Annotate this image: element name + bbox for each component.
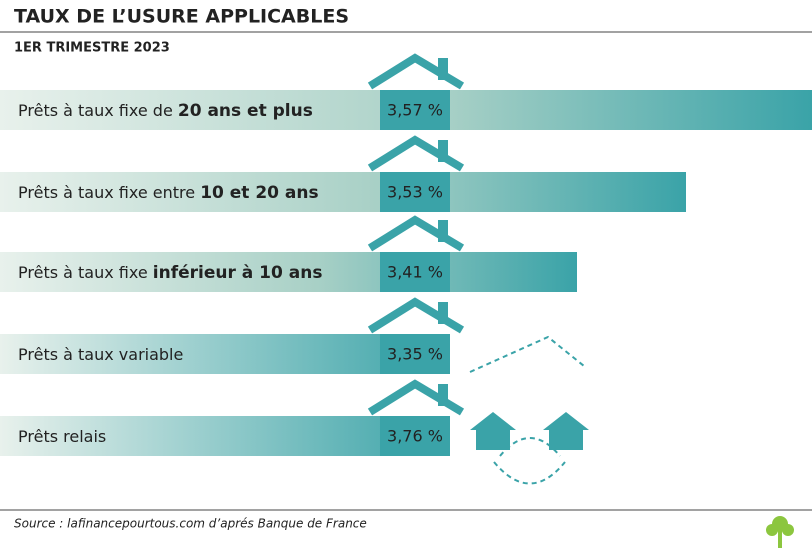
row-label-part: Prêts à taux variable <box>18 345 183 364</box>
row-bar <box>0 252 577 292</box>
row-bar <box>0 416 450 456</box>
row: Prêts à taux fixe inférieur à 10 ans 3,41… <box>0 215 577 292</box>
row-label-bold: 10 et 20 ans <box>200 183 318 203</box>
row: Prêts à taux fixe de 20 ans et plus 3,57 … <box>0 53 812 130</box>
row-rate: 3,53 % <box>387 183 443 202</box>
house-roof <box>367 135 465 172</box>
row: Prêts relais 3,76 % <box>0 379 465 456</box>
house-roof <box>367 379 465 416</box>
row-bar <box>0 172 686 212</box>
row: Prêts à taux variable 3,35 % <box>0 297 465 374</box>
house-body <box>380 172 450 212</box>
house-body <box>380 334 450 374</box>
row-label: Prêts à taux fixe entre 10 et 20 ans <box>18 183 319 204</box>
house-chimney <box>438 58 448 80</box>
source: Source : lafinancepourtous.com d’aprés B… <box>14 517 367 531</box>
house-body <box>380 90 450 130</box>
house-chimney <box>438 302 448 324</box>
row-rate: 3,41 % <box>387 263 443 282</box>
row-rate: 3,57 % <box>387 101 443 120</box>
row-label-part: Prêts à taux fixe de <box>18 101 178 120</box>
rows: Prêts à taux fixe de 20 ans et plus 3,57 … <box>0 53 812 456</box>
row-rate: 3,76 % <box>387 427 443 446</box>
row-label-part: Prêts relais <box>18 427 106 446</box>
row-label-bold: 20 ans et plus <box>178 101 313 121</box>
logo <box>766 516 794 548</box>
house-chimney <box>438 140 448 162</box>
house-roof <box>367 215 465 252</box>
row-label-bold: inférieur à 10 ans <box>153 263 323 283</box>
house-body <box>380 252 450 292</box>
subtitle: 1ER TRIMESTRE 2023 <box>14 41 170 56</box>
house-chimney <box>438 220 448 242</box>
house-body <box>380 416 450 456</box>
title: TAUX DE L’USURE APPLICABLES <box>14 6 349 28</box>
house-roof <box>367 297 465 334</box>
row: Prêts à taux fixe entre 10 et 20 ans 3,53… <box>0 135 686 212</box>
row-label: Prêts à taux fixe de 20 ans et plus <box>18 101 313 122</box>
row-label: Prêts à taux fixe inférieur à 10 ans <box>18 263 322 284</box>
row-label-part: Prêts à taux fixe entre <box>18 183 200 202</box>
house-roof <box>367 53 465 90</box>
mini-houses <box>470 412 589 450</box>
row-rate: 3,35 % <box>387 345 443 364</box>
house-chimney <box>438 384 448 406</box>
decoration <box>469 335 585 485</box>
row-label-part: Prêts à taux fixe <box>18 263 153 282</box>
row-bar <box>0 334 450 374</box>
row-label: Prêts relais <box>18 427 106 446</box>
row-label: Prêts à taux variable <box>18 345 183 364</box>
